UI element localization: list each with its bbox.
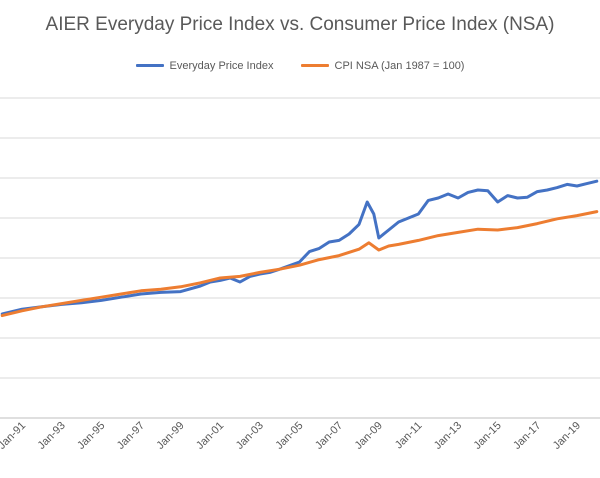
x-tick-label: Jan-07	[313, 420, 345, 452]
gridlines	[0, 97, 600, 419]
legend-item-epi: Everyday Price Index	[135, 59, 274, 72]
legend-swatch-cpi	[300, 64, 329, 67]
series-lines	[0, 179, 599, 318]
legend-item-cpi: CPI NSA (Jan 1987 = 100)	[300, 59, 465, 72]
legend-swatch-epi	[135, 64, 164, 67]
x-tick-label: Jan-17	[511, 420, 543, 452]
x-tick-label: Jan-97	[115, 420, 147, 452]
x-tick-label: Jan-95	[75, 420, 107, 452]
x-tick-label: Jan-01	[194, 420, 226, 452]
series-line-everyday-price-index	[0, 179, 599, 316]
series-line-cpi-nsa	[0, 210, 599, 318]
x-tick-label: Jan-19	[551, 420, 583, 452]
x-tick-label: Jan-93	[36, 420, 68, 452]
x-tick-label: Jan-11	[393, 420, 425, 452]
x-axis-tick-labels: Jan-91 Jan-93 Jan-95 Jan-97 Jan-99 Jan-01 Jan-…	[0, 420, 583, 452]
x-tick-label: Jan-91	[0, 420, 28, 452]
x-tick-label: Jan-15	[472, 420, 504, 452]
x-tick-label: Jan-99	[154, 420, 186, 452]
x-tick-label: Jan-13	[432, 420, 464, 452]
x-tick-label: Jan-03	[234, 420, 266, 452]
legend-label-cpi: CPI NSA (Jan 1987 = 100)	[334, 59, 465, 72]
legend-label-epi: Everyday Price Index	[169, 59, 274, 72]
x-tick-label: Jan-05	[273, 420, 305, 452]
chart-title: AIER Everyday Price Index vs. Consumer P…	[45, 14, 555, 35]
x-tick-label: Jan-09	[353, 420, 385, 452]
chart-legend: Everyday Price Index CPI NSA (Jan 1987 =…	[0, 58, 600, 72]
